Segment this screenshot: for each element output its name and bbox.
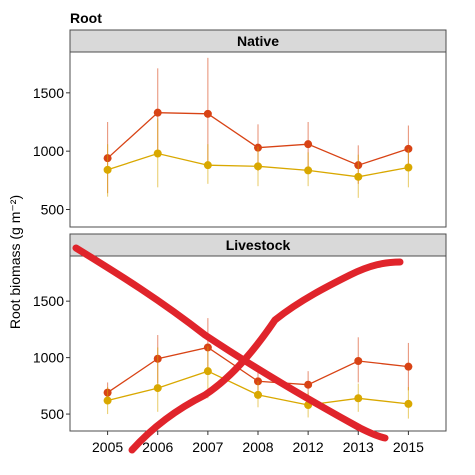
- data-point-native-gold-2008: [254, 162, 262, 171]
- x-tick-label-2007: 2007: [192, 439, 223, 455]
- y-axis-native: 500 1000 1500: [33, 85, 70, 218]
- data-point-livestock-gold-2005: [103, 396, 112, 405]
- panel-strip-label-native: Native: [237, 33, 279, 49]
- panel-strip-label-livestock: Livestock: [226, 237, 291, 253]
- marks-livestock: [103, 318, 413, 419]
- chart-title: Root: [70, 10, 102, 26]
- data-point-livestock-gold-2013: [354, 394, 363, 403]
- data-point-livestock-gold-2015: [404, 399, 413, 408]
- y-tick-label-native-1500: 1500: [33, 85, 64, 101]
- data-point-livestock-gold-2008: [254, 390, 262, 399]
- x-tick-label-2015: 2015: [393, 439, 424, 455]
- data-point-native-gold-2007: [203, 161, 212, 170]
- scribble-descending-stroke: [72, 244, 389, 442]
- y-axis-title: Root biomass (g m⁻²): [7, 195, 23, 329]
- scribble-ascending-stroke: [128, 258, 404, 454]
- panel-native: Native 500 1000 1500: [33, 29, 447, 228]
- data-point-livestock-red-2015: [404, 362, 413, 371]
- data-point-livestock-gold-2006: [153, 384, 162, 393]
- data-point-native-red-2012: [304, 140, 313, 149]
- y-tick-label-livestock-500: 500: [41, 406, 65, 422]
- data-point-livestock-gold-2007: [203, 367, 212, 376]
- y-tick-label-livestock-1000: 1000: [33, 350, 64, 366]
- data-point-native-gold-2013: [354, 172, 363, 181]
- data-point-livestock-red-2012: [304, 380, 313, 389]
- y-tick-label-livestock-1500: 1500: [33, 293, 64, 309]
- data-point-native-red-2006: [153, 108, 162, 117]
- data-point-native-gold-2005: [103, 165, 112, 174]
- marks-native: [103, 57, 413, 198]
- data-point-native-gold-2006: [153, 149, 162, 158]
- y-axis-livestock: 500 1000 1500: [33, 293, 70, 422]
- x-tick-label-2006: 2006: [142, 439, 173, 455]
- red-scribble-overlay: [72, 244, 404, 454]
- x-axis: 2005 2006 2007 2008 2012 2013 2015: [92, 431, 424, 455]
- x-tick-label-2008: 2008: [242, 439, 273, 455]
- data-point-livestock-red-2013: [354, 357, 363, 365]
- y-tick-label-native-1000: 1000: [33, 143, 64, 159]
- data-point-native-red-2007: [203, 109, 212, 118]
- x-tick-label-2005: 2005: [92, 439, 123, 455]
- data-point-native-gold-2012: [304, 166, 313, 175]
- x-tick-label-2012: 2012: [293, 439, 324, 455]
- y-tick-label-native-500: 500: [41, 202, 65, 218]
- x-tick-label-2013: 2013: [343, 439, 374, 455]
- data-point-native-gold-2015: [404, 163, 413, 172]
